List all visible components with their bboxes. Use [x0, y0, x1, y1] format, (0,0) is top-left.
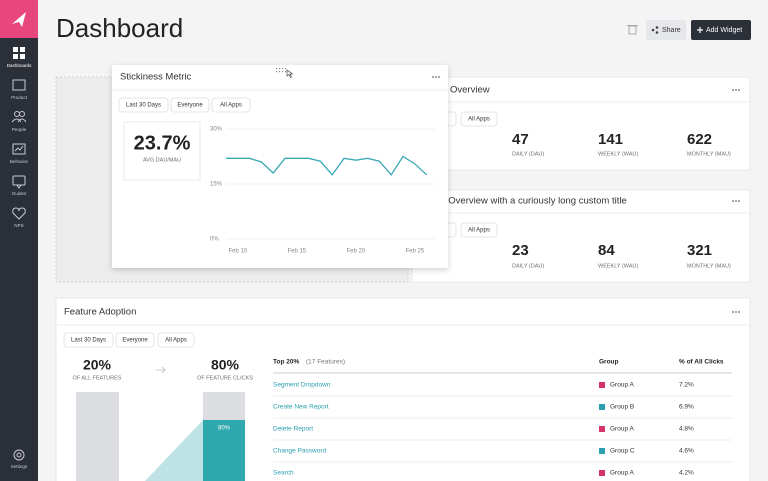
group-name: Group B [610, 404, 634, 411]
feature-link[interactable]: Segment Dropdown [273, 382, 331, 389]
feature-adoption-card: Feature Adoption Last 30 Days Everyone A… [55, 297, 751, 481]
click-share: 6.9% [679, 404, 694, 411]
stat-label: MONTHLY (MAU) [687, 263, 731, 269]
group-swatch [599, 470, 605, 476]
group-name: Group A [610, 470, 635, 477]
nav-settings[interactable]: Settings [11, 449, 28, 469]
x-tick-label: Feb 25 [405, 249, 424, 255]
adoption-label: OF FEATURE CLICKS [197, 375, 253, 381]
card-title: Overview [450, 85, 490, 96]
filter-pill[interactable]: All Apps [220, 103, 242, 109]
stat-label: WEEKLY (WAU) [598, 263, 638, 269]
nav-label: Guides [12, 191, 27, 196]
nav-label: NPS [14, 223, 23, 228]
nav-behavior[interactable]: Behavior [10, 143, 29, 164]
y-tick-label: 15% [210, 182, 223, 188]
click-share: 4.8% [679, 426, 694, 433]
overview-card-2: t Overview with a curiously long custom … [411, 189, 751, 283]
x-tick-label: Feb 15 [287, 249, 306, 255]
stat-label: MONTHLY (MAU) [687, 151, 731, 157]
feature-link[interactable]: Delete Report [273, 426, 313, 433]
table-row: Create New Report Group B 6.9% [273, 404, 732, 419]
stat-label: DAILY (DAU) [512, 151, 544, 157]
add-widget-button[interactable]: Add Widget [691, 20, 751, 40]
add-widget-label: Add Widget [706, 27, 742, 34]
stat-label: DAILY (DAU) [512, 263, 544, 269]
table-count: (17 Features) [306, 359, 345, 366]
table-heading: Top 20% [273, 359, 299, 366]
card-title: t Overview with a curiously long custom … [443, 196, 627, 207]
line-series [226, 155, 428, 176]
sidebar [0, 0, 38, 481]
feature-link[interactable]: Search [273, 470, 294, 477]
table-row: Search Group A 4.2% [273, 470, 694, 477]
feature-link[interactable]: Change Password [273, 448, 326, 455]
feature-link[interactable]: Create New Report [273, 404, 329, 411]
column-header: % of All Clicks [679, 359, 724, 366]
nav-label: People [12, 127, 27, 132]
share-button[interactable]: Share [646, 20, 686, 40]
overview-card-1: Overview All Apps 47 DAILY (DAU) 141 WEE… [411, 76, 751, 171]
nav-nps[interactable]: NPS [12, 207, 26, 228]
table-row: Delete Report Group A 4.8% [273, 426, 732, 441]
metric-label: AVG DAU/MAU [143, 157, 181, 163]
x-tick-label: Feb 20 [346, 249, 365, 255]
logo-icon [12, 12, 26, 27]
column-header: Group [599, 359, 619, 366]
delete-button[interactable] [627, 25, 638, 35]
bar-label: 80% [218, 426, 231, 432]
x-tick-label: Feb 10 [228, 249, 247, 255]
card-title: Feature Adoption [64, 307, 136, 318]
filter-pill[interactable]: Last 30 Days [71, 338, 106, 344]
stat-value: 141 [598, 131, 623, 148]
nav-label: Product [11, 95, 28, 100]
stat-value: 23 [512, 242, 529, 259]
metric-value: 23.7% [134, 132, 191, 154]
nav-guides[interactable]: Guides [12, 175, 27, 196]
filter-pill[interactable]: Everyone [177, 103, 203, 109]
filter-pill[interactable]: Last 30 Days [126, 103, 161, 109]
stat-value: 622 [687, 131, 712, 148]
filter-pill[interactable]: All Apps [468, 117, 490, 123]
adoption-label: OF ALL FEATURES [73, 375, 122, 381]
click-share: 7.2% [679, 382, 694, 389]
nav-people[interactable]: People [11, 111, 27, 133]
page-title: Dashboard [56, 13, 183, 43]
filter-pill[interactable]: All Apps [468, 228, 490, 234]
stickiness-card[interactable]: Stickiness Metric Last 30 Days Everyone … [112, 65, 448, 268]
filter-pill[interactable]: All Apps [165, 338, 187, 344]
group-swatch [599, 448, 605, 454]
stat-value: 84 [598, 242, 615, 259]
group-name: Group C [610, 448, 635, 455]
y-tick-label: 0% [210, 237, 219, 243]
group-swatch [599, 426, 605, 432]
share-label: Share [662, 27, 681, 34]
click-share: 4.6% [679, 448, 694, 455]
stat-label: WEEKLY (WAU) [598, 151, 638, 157]
nav-label: Settings [11, 464, 28, 469]
nav-product[interactable]: Product [11, 79, 28, 100]
group-name: Group A [610, 382, 635, 389]
group-swatch [599, 404, 605, 410]
table-row: Change Password Group C 4.6% [273, 448, 732, 463]
adoption-value: 20% [83, 357, 112, 373]
table-row: Segment Dropdown Group A 7.2% [273, 382, 732, 397]
nav-dashboards[interactable]: Dashboards [7, 47, 32, 68]
stat-value: 321 [687, 242, 712, 259]
filter-pill[interactable]: Everyone [122, 338, 148, 344]
group-name: Group A [610, 426, 635, 433]
card-title: Stickiness Metric [120, 72, 192, 83]
nav-label: Behavior [10, 159, 29, 164]
nav-label: Dashboards [7, 63, 32, 68]
stat-value: 47 [512, 131, 529, 148]
click-share: 4.2% [679, 470, 694, 477]
y-tick-label: 30% [210, 127, 223, 133]
adoption-value: 80% [211, 357, 240, 373]
group-swatch [599, 382, 605, 388]
